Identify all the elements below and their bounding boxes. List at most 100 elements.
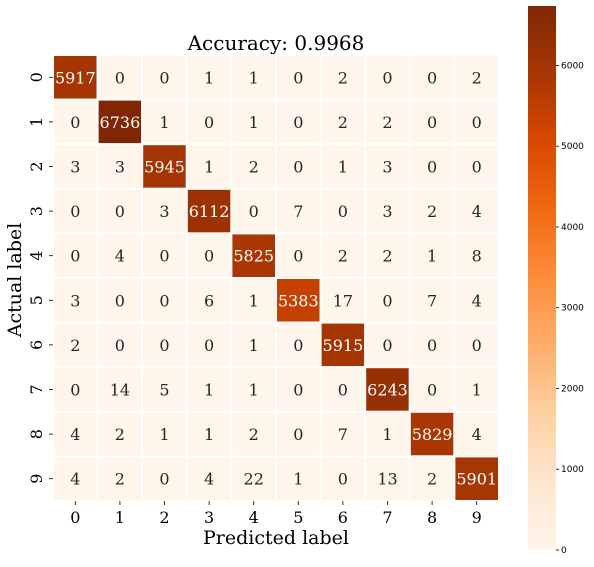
cell-value-label: 5917: [55, 68, 96, 87]
cell-value-label: 2: [115, 425, 125, 444]
cell-value-label: 3: [382, 158, 392, 177]
heatmap-cell: [408, 143, 456, 190]
cell-value-label: 4: [70, 470, 80, 489]
cell-value-label: 4: [472, 425, 482, 444]
cell-value-label: 6: [204, 291, 214, 310]
cell-value-label: 0: [70, 202, 80, 221]
cell-value-label: 1: [249, 113, 259, 132]
heatmap-cell: [275, 98, 322, 146]
cell-value-label: 4: [115, 247, 125, 266]
cell-value-label: 1: [204, 158, 214, 177]
cell-value-label: 1: [249, 291, 259, 310]
heatmap-cell: [364, 321, 411, 369]
cell-value-label: 6112: [189, 202, 230, 221]
cell-value-label: 13: [377, 470, 397, 489]
cell-value-label: 2: [249, 425, 259, 444]
cell-value-label: 14: [110, 381, 130, 400]
cell-value-label: 2: [249, 158, 259, 177]
heatmap-cell: [52, 321, 99, 369]
cell-value-label: 4: [472, 202, 482, 221]
cell-value-label: 5945: [144, 158, 185, 177]
x-axis-label: Predicted label: [203, 527, 349, 549]
cell-value-label: 0: [427, 68, 437, 87]
heatmap-cell: [453, 98, 500, 146]
y-tick-label: 6: [27, 340, 46, 350]
x-tick-label: 4: [249, 508, 259, 527]
colorbar-tick-label: 6000: [561, 61, 584, 71]
heatmap-cell: [275, 187, 322, 235]
heatmap-cell: [319, 187, 367, 235]
cell-value-label: 0: [159, 68, 169, 87]
heatmap-cell: [185, 321, 233, 369]
x-tick-label: 5: [293, 508, 303, 527]
x-tick-labels: 0 1 2 3 4 5 6 7 8 9: [70, 501, 482, 527]
cell-value-label: 2: [472, 68, 482, 87]
heatmap-cell: [185, 277, 233, 324]
heatmap-cell: [364, 366, 411, 413]
cell-value-label: 0: [115, 202, 125, 221]
heatmap-cell: [52, 455, 99, 502]
cell-value-label: 2: [427, 202, 437, 221]
x-tick-label: 1: [115, 508, 125, 527]
heatmap-cell: [453, 455, 500, 502]
heatmap-cell: [230, 232, 277, 279]
y-tick-label: 0: [27, 72, 46, 82]
cell-value-label: 5829: [412, 425, 453, 444]
heatmap-cell: [453, 366, 500, 413]
cell-value-label: 0: [472, 158, 482, 177]
heatmap-cell: [319, 98, 367, 146]
cell-value-label: 3: [70, 158, 80, 177]
cell-value-label: 1: [427, 247, 437, 266]
cell-value-label: 0: [115, 291, 125, 310]
heatmap-cell: [96, 410, 144, 458]
x-tick-label: 9: [472, 508, 482, 527]
cell-value-label: 7: [338, 425, 348, 444]
cell-value-label: 3: [70, 291, 80, 310]
cell-value-label: 2: [427, 470, 437, 489]
cell-value-label: 0: [204, 336, 214, 355]
heatmap-cell: [96, 143, 144, 190]
heatmap-cell: [141, 366, 188, 413]
cell-value-label: 3: [115, 158, 125, 177]
cell-value-label: 2: [338, 68, 348, 87]
y-tick-label: 4: [27, 251, 46, 261]
cell-value-label: 2: [70, 336, 80, 355]
heatmap-cell: [319, 321, 367, 369]
cell-value-label: 1: [159, 113, 169, 132]
cell-value-label: 1: [204, 425, 214, 444]
cell-value-label: 0: [427, 113, 437, 132]
heatmap-cell: [52, 277, 99, 324]
y-tick-label: 2: [27, 161, 46, 171]
y-tick-label: 1: [27, 117, 46, 127]
cell-value-label: 1: [204, 381, 214, 400]
cell-value-label: 0: [70, 247, 80, 266]
heatmap-cell: [453, 232, 500, 279]
x-tick-label: 7: [382, 508, 392, 527]
cell-value-label: 0: [338, 470, 348, 489]
heatmap-cell: [453, 410, 500, 458]
cell-value-label: 5901: [456, 470, 497, 489]
cell-value-label: 0: [472, 113, 482, 132]
cell-value-label: 3: [382, 202, 392, 221]
cell-value-label: 7: [427, 291, 437, 310]
cell-value-label: 0: [382, 291, 392, 310]
heatmap-cell: [453, 54, 500, 101]
cell-value-label: 2: [382, 247, 392, 266]
heatmap-cell: [185, 366, 233, 413]
cell-value-label: 0: [472, 336, 482, 355]
cell-value-label: 3: [159, 202, 169, 221]
cell-value-label: 0: [338, 202, 348, 221]
colorbar-tick-label: 4000: [561, 223, 584, 233]
cell-value-label: 1: [472, 381, 482, 400]
cell-value-label: 0: [249, 202, 259, 221]
cell-value-label: 0: [427, 336, 437, 355]
heatmap-cell: [364, 232, 411, 279]
colorbar-tick-label: 5000: [561, 142, 584, 152]
cell-value-label: 1: [159, 425, 169, 444]
heatmap-cell: [408, 366, 456, 413]
x-tick-label: 3: [204, 508, 214, 527]
cell-value-label: 0: [427, 381, 437, 400]
cell-value-label: 0: [382, 68, 392, 87]
cell-value-label: 5825: [233, 247, 274, 266]
heatmap-cell: [185, 98, 233, 146]
